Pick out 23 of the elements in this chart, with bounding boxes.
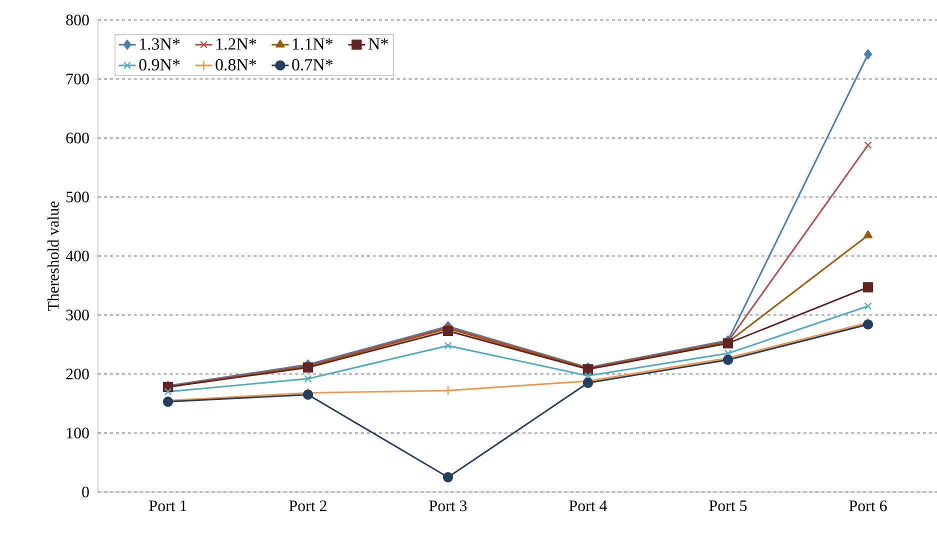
x-tick-label: Port 1 — [149, 500, 186, 512]
x-tick-label: Port 2 — [289, 500, 326, 512]
legend-label: N* — [368, 38, 388, 50]
legend-label: 1.3N* — [140, 38, 180, 50]
y-tick-label: 200 — [66, 368, 89, 380]
legend-label: 1.2N* — [216, 38, 256, 50]
y-tick-label: 0 — [82, 486, 89, 498]
y-tick-label: 700 — [66, 74, 89, 84]
y-tick-label: 800 — [66, 14, 89, 26]
legend-label: 0.7N* — [292, 59, 333, 71]
y-tick-label: 600 — [66, 132, 89, 144]
y-tick-label: 500 — [66, 192, 89, 202]
y-tick-label: 300 — [66, 310, 89, 320]
x-tick-label: Port 6 — [849, 500, 887, 512]
y-tick-label: 400 — [66, 250, 89, 262]
legend-label: 1.1N* — [292, 38, 333, 50]
x-tick-label: Port 4 — [569, 500, 607, 512]
y-tick-label: 100 — [66, 428, 89, 438]
x-tick-label: Port 5 — [709, 500, 747, 512]
y-axis-title: Thereshold value — [48, 201, 59, 311]
x-tick-label: Port 3 — [429, 500, 467, 512]
legend-label: 0.9N* — [139, 59, 180, 71]
legend-label: 0.8N* — [216, 59, 256, 71]
